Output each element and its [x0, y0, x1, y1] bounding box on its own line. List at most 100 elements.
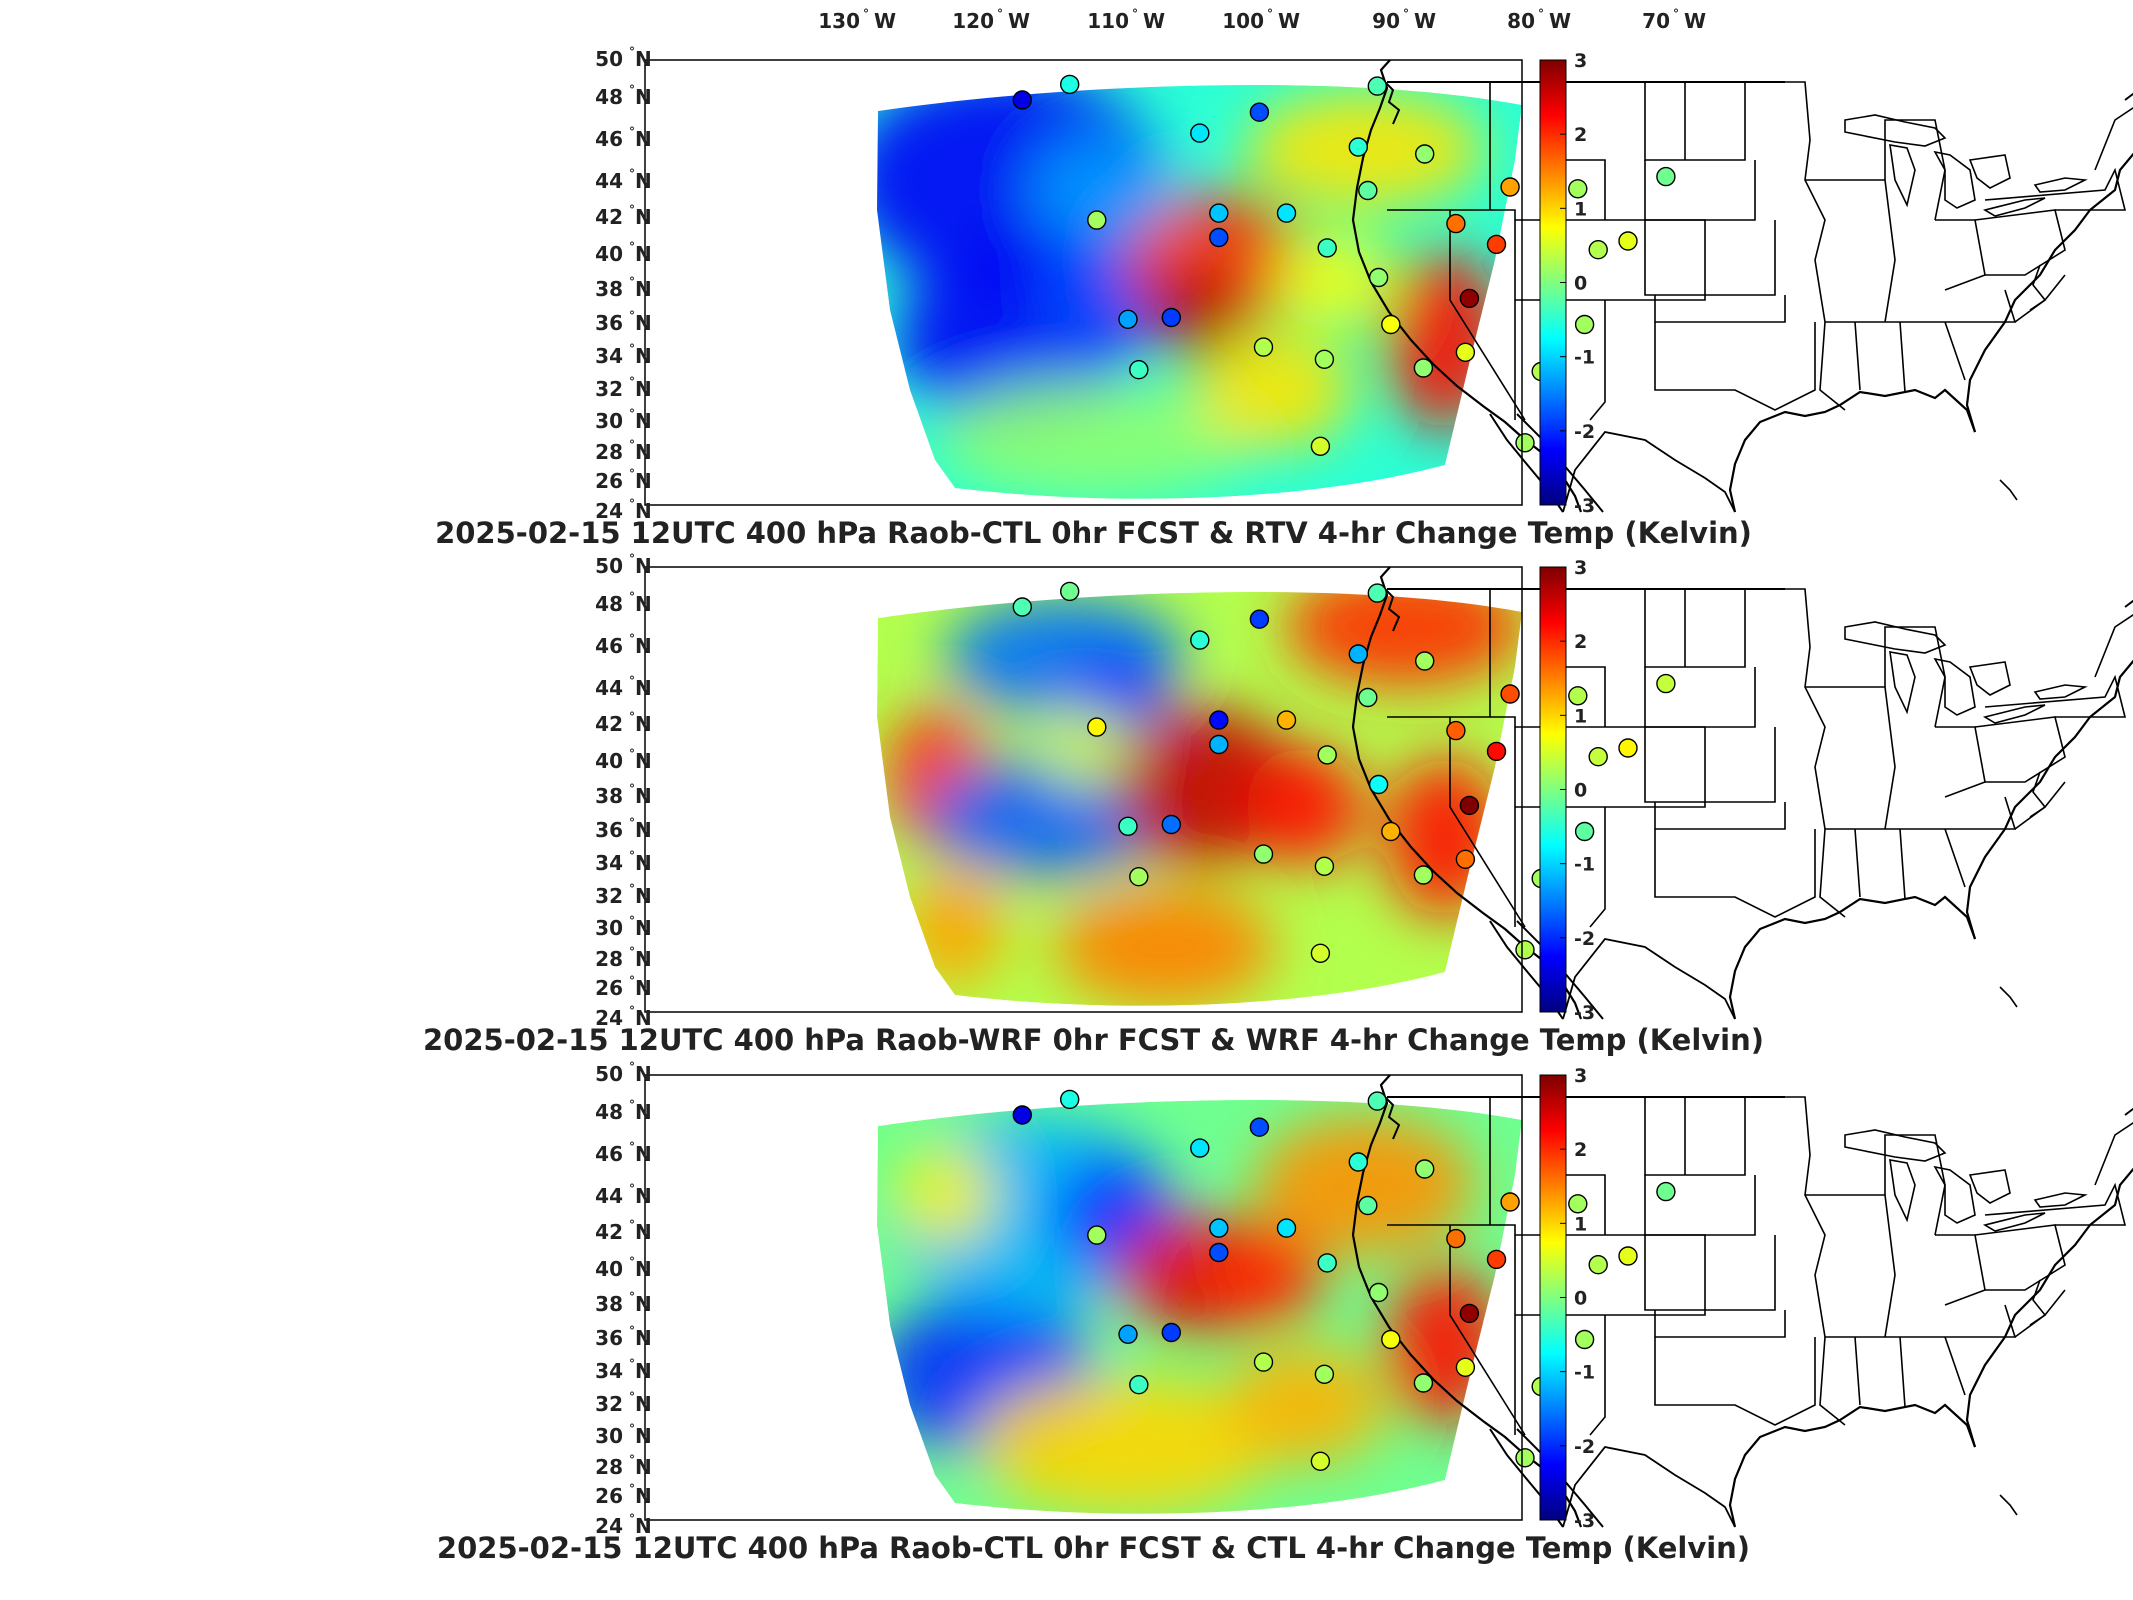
raob-station — [1190, 1138, 1210, 1158]
lat-hemisphere-label: N — [635, 277, 652, 301]
lat-hemisphere-label: N — [635, 1392, 652, 1416]
lat-tick-label: 34 — [595, 1359, 623, 1383]
degree-symbol: ° — [629, 1140, 635, 1154]
degree-symbol: ° — [629, 240, 635, 254]
raob-station — [1118, 309, 1138, 329]
colorbar-tick-label: -1 — [1574, 347, 1595, 369]
degree-symbol: ° — [629, 83, 635, 97]
degree-symbol: ° — [1538, 7, 1544, 21]
degree-symbol: ° — [629, 467, 635, 481]
lat-hemisphere-label: N — [635, 749, 652, 773]
lon-tick-label: 80 — [1507, 9, 1535, 33]
raob-station — [1348, 1152, 1368, 1172]
colorbar-tick-label: -2 — [1574, 421, 1595, 443]
raob-station — [1568, 686, 1588, 706]
lon-hemisphere-label: W — [1549, 9, 1571, 33]
raob-station — [1618, 1246, 1638, 1266]
lat-tick-label: 44 — [595, 676, 623, 700]
lon-tick-label: 130 — [818, 9, 860, 33]
map-frame — [644, 59, 1523, 506]
colorbar-tick-label: 0 — [1574, 780, 1587, 802]
lat-hemisphere-label: N — [635, 947, 652, 971]
degree-symbol: ° — [629, 1255, 635, 1269]
degree-symbol: ° — [629, 203, 635, 217]
degree-symbol: ° — [629, 1060, 635, 1074]
lat-hemisphere-label: N — [635, 242, 652, 266]
degree-symbol: ° — [629, 1182, 635, 1196]
raob-station — [1317, 238, 1337, 258]
degree-symbol: ° — [629, 1512, 635, 1526]
lat-tick-label: 24 — [595, 1514, 623, 1538]
raob-station — [1415, 1159, 1435, 1179]
lat-tick-label: 48 — [595, 1100, 623, 1124]
lat-hemisphere-label: N — [635, 1514, 652, 1538]
raob-station — [1253, 844, 1274, 864]
lat-hemisphere-label: N — [635, 1062, 652, 1086]
raob-station — [1118, 1324, 1138, 1344]
lat-tick-label: 26 — [595, 976, 623, 1000]
lat-tick-label: 44 — [595, 1184, 623, 1208]
degree-symbol: ° — [629, 1290, 635, 1304]
lat-hemisphere-label: N — [635, 440, 652, 464]
lon-tick-label: 120 — [952, 9, 994, 33]
colorbar-tick-label: 2 — [1574, 124, 1587, 146]
lat-hemisphere-label: N — [635, 1184, 652, 1208]
colorbar-tick-label: 3 — [1574, 1065, 1587, 1087]
degree-symbol: ° — [997, 7, 1003, 21]
lat-hemisphere-label: N — [635, 169, 652, 193]
raob-station — [1368, 774, 1389, 795]
colorbar-tick-label: 3 — [1574, 557, 1587, 579]
lat-tick-label: 36 — [595, 1326, 623, 1350]
raob-station — [1574, 314, 1595, 335]
raob-station — [1413, 865, 1434, 885]
raob-station — [1161, 814, 1181, 835]
lat-tick-label: 36 — [595, 818, 623, 842]
raob-station — [1209, 710, 1229, 730]
colorbar-tick-label: -2 — [1574, 1436, 1595, 1458]
lat-hemisphere-label: N — [635, 1359, 652, 1383]
raob-station — [1161, 1322, 1181, 1343]
degree-symbol: ° — [629, 974, 635, 988]
lat-hemisphere-label: N — [635, 85, 652, 109]
raob-station — [1455, 849, 1476, 869]
degree-symbol: ° — [629, 1453, 635, 1467]
raob-station — [1060, 74, 1080, 95]
raob-station — [1161, 307, 1181, 328]
degree-symbol: ° — [1403, 7, 1409, 21]
raob-station — [1209, 734, 1229, 755]
lat-tick-label: 42 — [595, 712, 623, 736]
degree-symbol: ° — [863, 7, 869, 21]
raob-station — [1367, 76, 1387, 96]
lat-hemisphere-label: N — [635, 784, 652, 808]
raob-station — [1500, 1192, 1520, 1212]
raob-station — [1249, 1117, 1270, 1137]
longitude-labels: 130 ° W 120 ° W 110 ° W 100 ° W 90 ° W 80 ° W 70 ° W — [818, 7, 1706, 33]
lat-hemisphere-label: N — [635, 1292, 652, 1316]
raob-station — [1087, 1225, 1107, 1245]
lat-tick-label: 32 — [595, 884, 623, 908]
raob-station — [1276, 1218, 1297, 1238]
lat-hemisphere-label: N — [635, 311, 652, 335]
degree-symbol: ° — [629, 1357, 635, 1371]
colorbar-tick-label: 2 — [1574, 1139, 1587, 1161]
degree-symbol: ° — [629, 710, 635, 724]
raob-station — [1413, 1373, 1434, 1393]
raob-station — [1500, 684, 1520, 704]
raob-station — [1381, 1329, 1401, 1350]
raob-station — [1413, 358, 1434, 378]
panel-title: 2025-02-15 12UTC 400 hPa Raob-WRF 0hr FC… — [423, 1023, 1764, 1057]
lat-hemisphere-label: N — [635, 1006, 652, 1030]
degree-symbol: ° — [629, 849, 635, 863]
raob-station — [1249, 102, 1270, 122]
raob-station — [1656, 673, 1676, 694]
map-frame — [644, 1074, 1523, 1521]
lat-hemisphere-label: N — [635, 377, 652, 401]
raob-station — [1348, 644, 1368, 664]
lon-hemisphere-label: W — [1278, 9, 1300, 33]
degree-symbol: ° — [629, 309, 635, 323]
lat-hemisphere-label: N — [635, 47, 652, 71]
lat-hemisphere-label: N — [635, 592, 652, 616]
lat-tick-label: 38 — [595, 277, 623, 301]
lon-hemisphere-label: W — [874, 9, 896, 33]
